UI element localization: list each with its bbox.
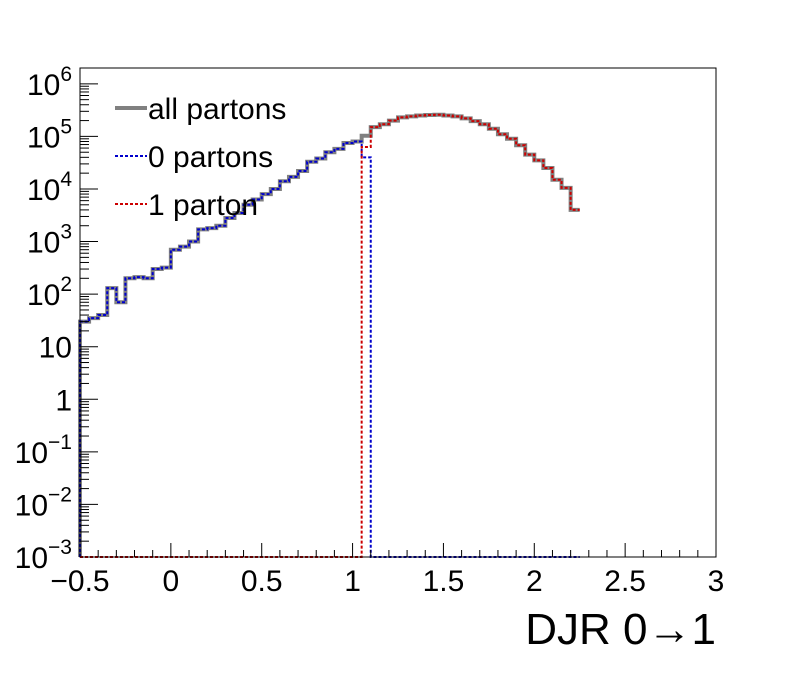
legend: all partons 0 partons 1 parton — [115, 93, 286, 222]
x-axis-label: DJR 0→1 — [525, 605, 716, 654]
y-tick-label: 103 — [27, 221, 72, 260]
x-tick-label: 2.5 — [604, 565, 646, 598]
x-tick-label: 1.5 — [423, 565, 465, 598]
y-tick-label: 10 — [39, 332, 72, 365]
series-line-0 — [78, 112, 580, 557]
y-tick-label: 1 — [55, 384, 72, 417]
x-tick-label: 0 — [163, 565, 180, 598]
plot-frame — [79, 67, 717, 558]
x-tick-label: 2 — [526, 565, 543, 598]
tick-layer: −0.5 0 0.5 1 1.5 2 2.5 3 10−3 10−2 10−1 1 10 102 103 10… — [15, 63, 725, 598]
y-tick-label: 105 — [27, 115, 72, 154]
x-tick-label: 0.5 — [241, 565, 283, 598]
legend-label-0: all partons — [148, 93, 286, 126]
legend-label-1: 0 partons — [148, 141, 273, 174]
y-tick-label: 10−3 — [15, 536, 72, 575]
y-tick-label: 10−2 — [15, 483, 72, 522]
series-layer — [78, 112, 580, 558]
series-line-2 — [80, 113, 580, 558]
x-tick-label: 3 — [708, 565, 725, 598]
y-tick-label: 102 — [27, 273, 72, 312]
y-tick-label: 10−1 — [15, 431, 72, 470]
x-tick-label: −0.5 — [50, 565, 109, 598]
y-tick-label: 104 — [27, 168, 72, 207]
y-tick-label: 106 — [27, 63, 72, 102]
x-tick-label: 1 — [344, 565, 361, 598]
legend-label-2: 1 parton — [148, 189, 258, 222]
